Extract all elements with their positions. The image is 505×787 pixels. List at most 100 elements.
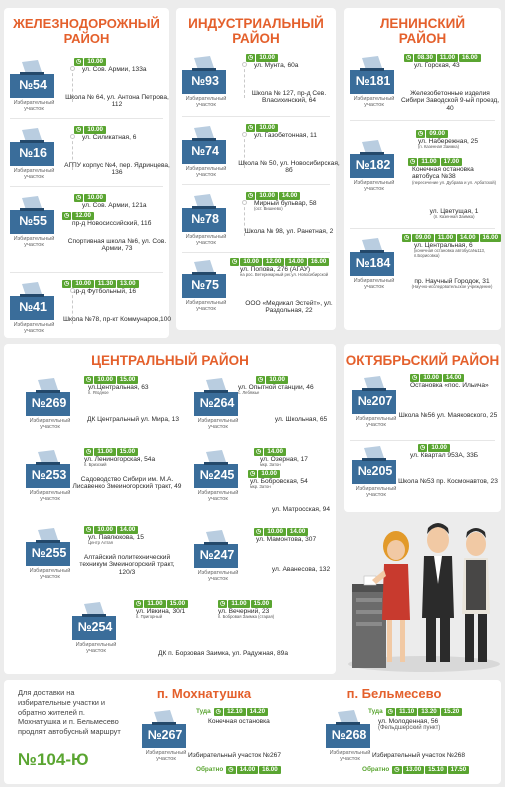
precinct-264[interactable]: №264 Избирательный участок ◷ 10.00 ул. Оп… bbox=[190, 376, 350, 430]
clock-icon: ◷ bbox=[74, 194, 84, 202]
clock-icon: ◷ bbox=[256, 376, 266, 384]
clock-icon: ◷ bbox=[392, 766, 402, 774]
district-title: Центральный район bbox=[91, 353, 249, 368]
ballot-box-icon: №254 Избирательный участок bbox=[70, 602, 118, 654]
time-badge: 10.00 bbox=[94, 376, 116, 384]
time-badge: 11.00 bbox=[94, 448, 116, 456]
precinct-93[interactable]: №93 Избирательный участок ◷ 10.00 ул. Мун… bbox=[178, 54, 338, 108]
ballot-box-icon: №267 Избирательный участок bbox=[140, 710, 188, 762]
precinct-78[interactable]: №78 Избирательный участок ◷ 10.00 14.00 Ми… bbox=[178, 192, 338, 246]
precinct-247[interactable]: №247 Избирательный участок ◷ 10.00 14.00 у… bbox=[190, 528, 350, 582]
clock-icon: ◷ bbox=[62, 212, 72, 220]
time-badge: 10.00 bbox=[264, 528, 286, 536]
time-badge: 12.00 bbox=[72, 212, 94, 220]
clock-icon: ◷ bbox=[246, 124, 256, 132]
ballot-box-icon: №54 Избирательный участок bbox=[8, 60, 56, 112]
clock-icon: ◷ bbox=[404, 54, 414, 62]
ballot-box-icon: №253 Избирательный участок bbox=[24, 450, 72, 502]
time-badge: 15.00 bbox=[116, 376, 139, 384]
time-badge: 09.00 bbox=[412, 234, 434, 242]
precinct-41[interactable]: №41 Избирательный участок ◷ 10.00 11.30 13.… bbox=[6, 280, 171, 334]
district-title: Железнодорожный район bbox=[13, 16, 160, 46]
clock-icon: ◷ bbox=[84, 376, 94, 384]
district-zheleznodorozhny: Железнодорожный район №54 Избирательный … bbox=[4, 8, 171, 338]
time-badge: 10.00 bbox=[266, 376, 288, 384]
time-badge: 08.30 bbox=[414, 54, 436, 62]
time-badge: 16.00 bbox=[259, 766, 281, 774]
precinct-55[interactable]: №55 Избирательный участок ◷ 10.00 ул. Сов… bbox=[6, 194, 166, 252]
precinct-182[interactable]: №182 Избирательный участок ◷ 09.00 ул. На… bbox=[346, 130, 505, 219]
village-title-mokhnatushka: п. Мохнатушка bbox=[156, 686, 252, 701]
precinct-181[interactable]: №181 Избирательный участок ◷ 08.30 11.00 16… bbox=[346, 54, 505, 112]
precinct-205[interactable]: №205 Избирательный участок ◷ 10.00 ул. Кв… bbox=[348, 444, 505, 498]
time-badge: 10.00 bbox=[84, 58, 106, 66]
time-badge: 15.00 bbox=[250, 600, 273, 608]
precinct-245[interactable]: №245 Избирательный участок ◷ 14.00 ул. Оз… bbox=[190, 448, 350, 513]
time-badge: 11.00 bbox=[434, 234, 457, 242]
time-badge: 14.00 bbox=[457, 234, 479, 242]
bus-card: Для доставки на избирательные участки и … bbox=[4, 680, 501, 784]
precinct-207[interactable]: №207 Избирательный участок ◷ 10.00 14.00 О… bbox=[348, 374, 505, 428]
ballot-box-icon: №205 Избирательный участок bbox=[350, 446, 398, 498]
clock-icon: ◷ bbox=[385, 708, 396, 716]
ballot-box-icon: №78 Избирательный участок bbox=[180, 194, 228, 246]
ballot-box-icon: №255 Избирательный участок bbox=[24, 528, 72, 580]
district-title: Индустриальный район bbox=[188, 16, 324, 46]
precinct-267[interactable]: №267 Избирательный участок Туда ◷ 12.10 14.… bbox=[138, 708, 308, 774]
ballot-box-icon: №41 Избирательный участок bbox=[8, 282, 56, 334]
precinct-75[interactable]: №75 Избирательный участок ◷ 10.00 12.00 14.… bbox=[178, 258, 338, 314]
precinct-74[interactable]: №74 Избирательный участок ◷ 10.00 ул. Газ… bbox=[178, 124, 340, 178]
ballot-box-icon: №16 Избирательный участок bbox=[8, 128, 56, 180]
clock-icon: ◷ bbox=[84, 526, 94, 534]
time-badge: 10.00 bbox=[84, 194, 106, 202]
time-badge: 16.00 bbox=[307, 258, 330, 266]
district-industrialny: Индустриальный район №93 Избирательный у… bbox=[176, 8, 340, 330]
clock-icon: ◷ bbox=[418, 444, 428, 452]
clock-icon: ◷ bbox=[246, 192, 256, 200]
clock-icon: ◷ bbox=[410, 374, 420, 382]
ballot-box-icon: №269 Избирательный участок bbox=[24, 378, 72, 430]
time-badge: 10.00 bbox=[428, 444, 450, 452]
ballot-box-icon: №184 Избирательный участок bbox=[348, 238, 396, 290]
precinct-255[interactable]: №255 Избирательный участок ◷ 10.00 14.00 у… bbox=[22, 526, 182, 580]
clock-icon: ◷ bbox=[246, 54, 256, 62]
precinct-54[interactable]: №54 Избирательный участок ◷ 10.00 ул. Сов… bbox=[6, 58, 169, 112]
clock-icon: ◷ bbox=[408, 158, 418, 166]
time-badge: 11.00 bbox=[228, 600, 250, 608]
precinct-16[interactable]: №16 Избирательный участок ◷ 10.00 ул. Сил… bbox=[6, 126, 170, 180]
route-number: №104-Ю bbox=[18, 750, 89, 769]
precinct-269[interactable]: №269 Избирательный участок ◷ 10.00 15.00 у… bbox=[22, 376, 182, 430]
district-oktyabrsky: Октябрьский район №207 Избирательный уча… bbox=[344, 344, 501, 512]
ballot-box-icon: №75 Избирательный участок bbox=[180, 260, 228, 312]
time-badge: 10.00 bbox=[72, 280, 94, 288]
ballot-box-icon: №93 Избирательный участок bbox=[180, 56, 228, 108]
precinct-268[interactable]: №268 Избирательный участок Туда ◷ 11.10 13.… bbox=[322, 708, 498, 774]
bus-note: Для доставки на избирательные участки и … bbox=[18, 688, 121, 737]
time-badge: 12.00 bbox=[262, 258, 285, 266]
time-badge: 10.00 bbox=[256, 124, 278, 132]
precinct-253[interactable]: №253 Избирательный участок ◷ 11.00 15.00 у… bbox=[22, 448, 182, 502]
time-badge: 14.00 bbox=[236, 766, 259, 774]
time-badge: 11.10 bbox=[396, 708, 418, 716]
time-badge: 16.00 bbox=[459, 54, 481, 62]
precinct-184[interactable]: №184 Избирательный участок ◷ 09.00 11.00 14… bbox=[346, 234, 505, 290]
time-badge: 10.00 bbox=[94, 526, 116, 534]
time-badge: 14.00 bbox=[116, 526, 139, 534]
clock-icon: ◷ bbox=[248, 470, 258, 478]
clock-icon: ◷ bbox=[230, 258, 240, 266]
ballot-box-icon: №182 Избирательный участок bbox=[348, 140, 396, 192]
village-title-belmesevo: п. Бельмесево bbox=[346, 686, 442, 701]
time-badge: 15.10 bbox=[425, 766, 447, 774]
clock-icon: ◷ bbox=[74, 126, 84, 134]
clock-icon: ◷ bbox=[402, 234, 412, 242]
time-badge: 11.00 bbox=[436, 54, 459, 62]
ballot-box-icon: №181 Избирательный участок bbox=[348, 56, 396, 108]
time-badge: 17.00 bbox=[440, 158, 463, 166]
ballot-box-icon: №268 Избирательный участок bbox=[324, 710, 372, 762]
time-badge: 11.00 bbox=[144, 600, 166, 608]
time-badge: 14.20 bbox=[246, 708, 269, 716]
district-leninsky: Ленинский район №181 Избирательный участ… bbox=[344, 8, 502, 330]
ballot-box-icon: №247 Избирательный участок bbox=[192, 530, 240, 582]
precinct-254[interactable]: №254 Избирательный участок ◷ 11.00 15.00 у… bbox=[68, 600, 318, 657]
time-badge: 11.00 bbox=[418, 158, 440, 166]
